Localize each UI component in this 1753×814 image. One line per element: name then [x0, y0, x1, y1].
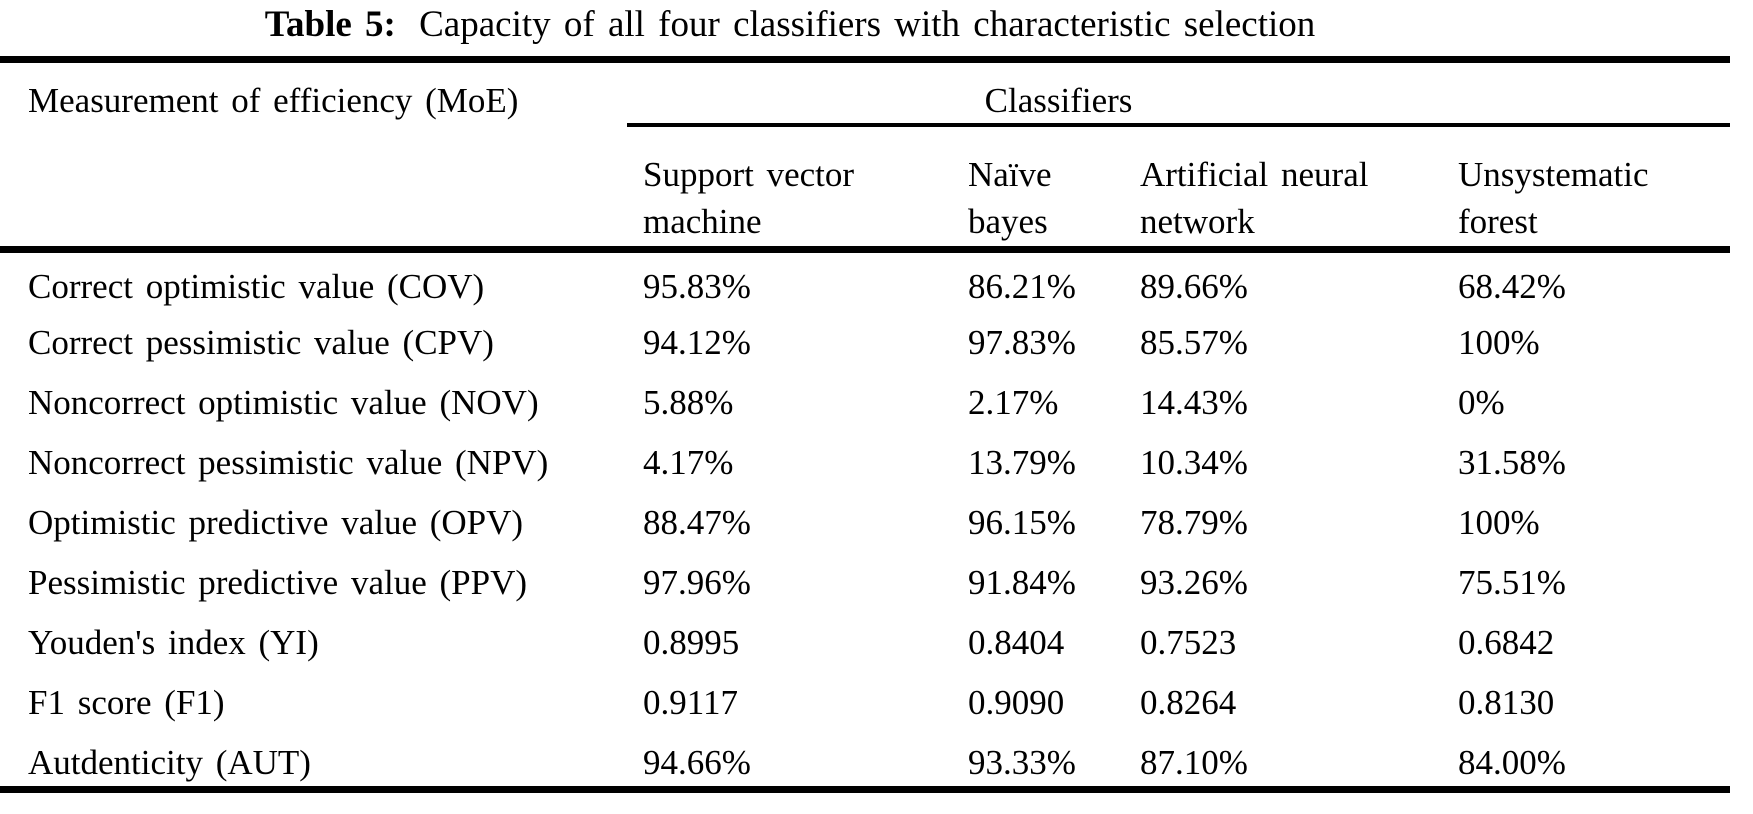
cell-value: 87.10% [1140, 743, 1248, 782]
row-label: Noncorrect optimistic value (NOV) [28, 383, 539, 422]
cell-value: 86.21% [968, 266, 1076, 306]
empty-header-cell [0, 125, 627, 253]
table-row: Pessimistic predictive value (PPV) 97.96… [0, 549, 1730, 609]
cell-value: 88.47% [643, 503, 751, 542]
column-header-artificial-neural-network: Artificial neural network [1140, 125, 1458, 253]
cell-value: 0.7523 [1140, 623, 1237, 662]
row-label: Autdenticity (AUT) [28, 743, 311, 782]
cell-value: 95.83% [643, 266, 751, 306]
column-header-moe: Measurement of efficiency (MoE) [28, 81, 519, 120]
table-row: F1 score (F1) 0.9117 0.9090 0.8264 0.813… [0, 669, 1730, 729]
cell-value: 96.15% [968, 503, 1076, 542]
cell-value: 13.79% [968, 443, 1076, 482]
classifier-capacity-table: Measurement of efficiency (MoE) Classifi… [0, 56, 1731, 793]
cell-value: 85.57% [1140, 323, 1248, 362]
cell-value: 93.26% [1140, 563, 1248, 602]
table-caption-number: Table 5: [264, 4, 396, 45]
row-label: Youden's index (YI) [28, 623, 319, 662]
column-header-unsystematic-forest: Unsystematic forest [1458, 125, 1731, 253]
cell-value: 31.58% [1458, 443, 1566, 482]
cell-value: 0.8404 [968, 623, 1065, 662]
cell-value: 68.42% [1458, 266, 1566, 306]
row-label: Pessimistic predictive value (PPV) [28, 563, 528, 602]
cell-value: 2.17% [968, 383, 1059, 422]
cell-value: 75.51% [1458, 563, 1566, 602]
cell-value: 78.79% [1140, 503, 1248, 542]
row-label: Noncorrect pessimistic value (NPV) [28, 443, 549, 482]
row-label: Optimistic predictive value (OPV) [28, 503, 524, 542]
cell-value: 14.43% [1140, 383, 1248, 422]
cell-value: 94.12% [643, 323, 751, 362]
cell-value: 100% [1458, 503, 1540, 542]
group-header-row: Measurement of efficiency (MoE) Classifi… [0, 59, 1731, 127]
cell-value: 93.33% [968, 743, 1076, 782]
cell-value: 5.88% [643, 383, 734, 422]
table-caption: Table 5: Capacity of all four classifier… [0, 0, 1730, 48]
column-group-header-classifiers: Classifiers [627, 59, 1731, 127]
row-label: F1 score (F1) [28, 683, 225, 722]
table-row: Correct pessimistic value (CPV) 94.12% 9… [0, 309, 1730, 369]
row-label: Correct optimistic value (COV) [28, 266, 485, 306]
table-caption-text: Capacity of all four classifiers with ch… [419, 4, 1316, 45]
table-row: Autdenticity (AUT) 94.66% 93.33% 87.10% … [0, 729, 1730, 789]
cell-value: 91.84% [968, 563, 1076, 602]
cell-value: 94.66% [643, 743, 751, 782]
table-row: Optimistic predictive value (OPV) 88.47%… [0, 489, 1730, 549]
cell-value: 10.34% [1140, 443, 1248, 482]
cell-value: 0% [1458, 383, 1505, 422]
cell-value: 100% [1458, 323, 1540, 362]
cell-value: 84.00% [1458, 743, 1566, 782]
cell-value: 0.8130 [1458, 683, 1555, 722]
cell-value: 0.9090 [968, 683, 1065, 722]
column-header-support-vector-machine: Support vector machine [627, 125, 968, 253]
cell-value: 0.8264 [1140, 683, 1237, 722]
cell-value: 0.8995 [643, 623, 740, 662]
column-header-row: Support vector machine Naïve bayes Artif… [0, 125, 1731, 253]
column-header-naive-bayes: Naïve bayes [968, 125, 1140, 253]
cell-value: 0.6842 [1458, 623, 1555, 662]
cell-value: 0.9117 [643, 683, 738, 722]
cell-value: 97.83% [968, 323, 1076, 362]
table-row: Noncorrect pessimistic value (NPV) 4.17%… [0, 429, 1730, 489]
table-row: Correct optimistic value (COV) 95.83% 86… [0, 249, 1730, 309]
row-label: Correct pessimistic value (CPV) [28, 323, 494, 362]
table-row: Noncorrect optimistic value (NOV) 5.88% … [0, 369, 1730, 429]
cell-value: 97.96% [643, 563, 751, 602]
table-row: Youden's index (YI) 0.8995 0.8404 0.7523… [0, 609, 1730, 669]
cell-value: 89.66% [1140, 266, 1248, 306]
cell-value: 4.17% [643, 443, 734, 482]
